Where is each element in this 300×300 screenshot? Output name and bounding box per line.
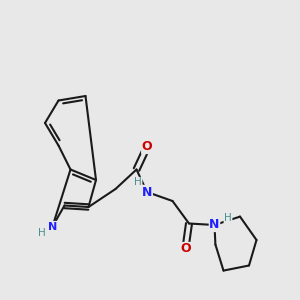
Text: N: N [142,185,152,199]
Text: H: H [224,213,232,224]
Text: N: N [209,218,220,232]
Text: N: N [48,221,57,232]
Text: N: N [48,221,57,232]
Text: N: N [142,185,152,199]
Text: O: O [142,140,152,154]
Text: O: O [180,242,191,256]
Text: H: H [38,227,46,238]
Text: H: H [134,177,142,188]
